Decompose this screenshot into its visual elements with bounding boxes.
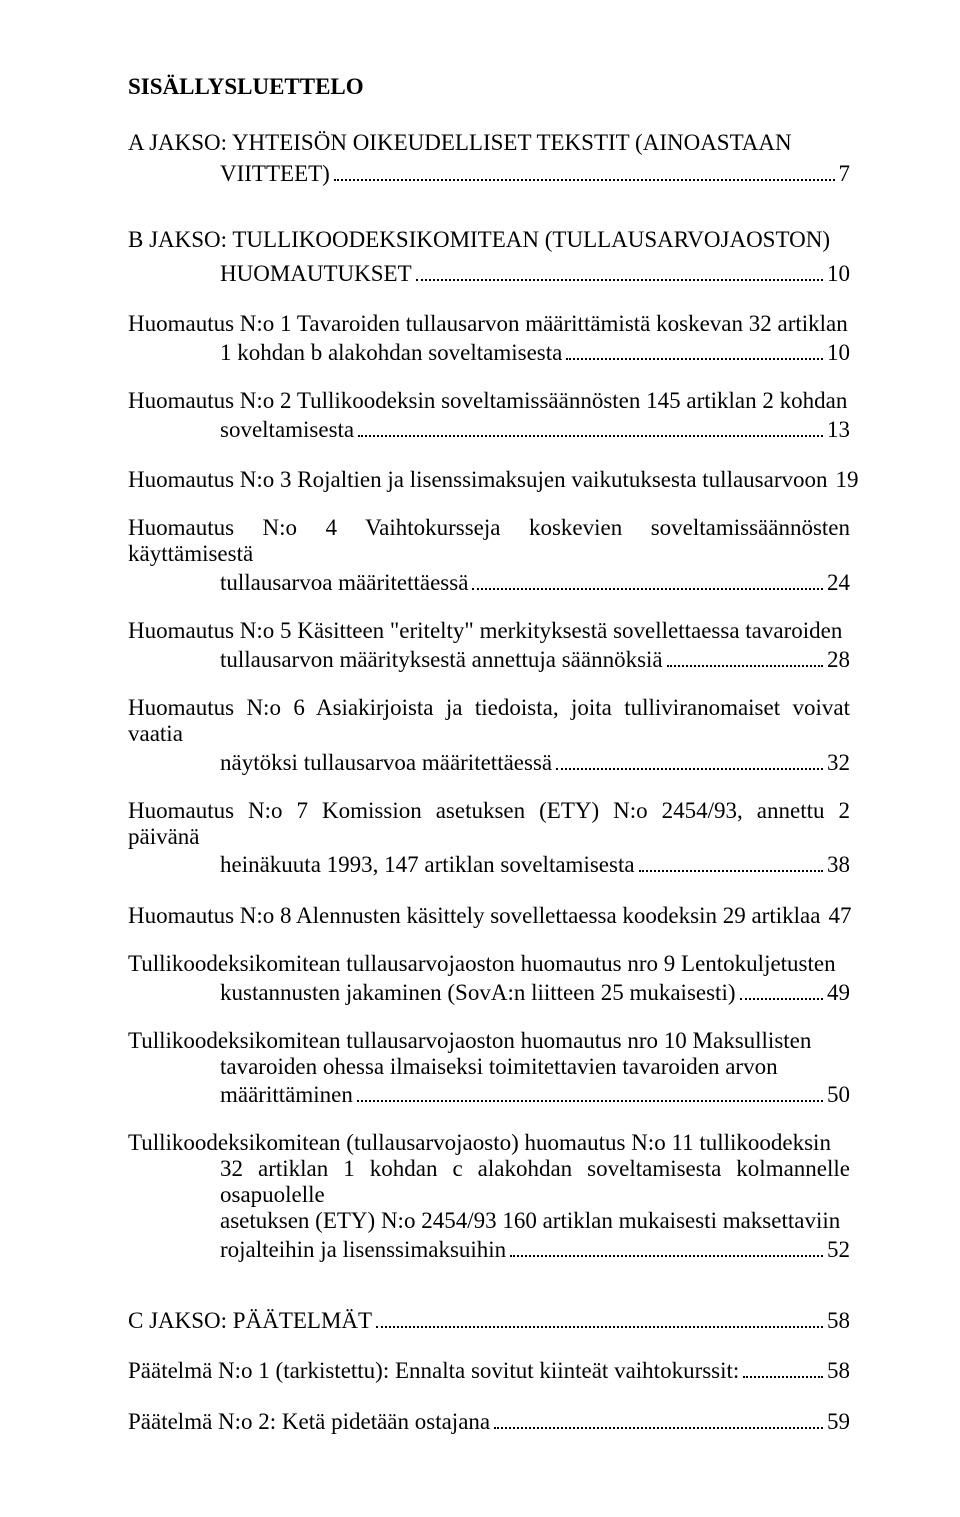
toc-entry-lastline: Päätelmä N:o 2: Ketä pidetään ostajana 59 — [128, 1406, 850, 1435]
toc-entry: Huomautus N:o 3 Rojaltien ja lisenssimak… — [128, 465, 850, 494]
toc-entry-text: tullausarvon määrityksestä annettuja sää… — [220, 647, 663, 673]
leader-dots — [566, 337, 823, 360]
toc-entry-page: 19 — [836, 467, 859, 493]
toc-entry-line: Huomautus N:o 1 Tavaroiden tullausarvon … — [128, 311, 850, 337]
toc-entry-line: Huomautus N:o 6 Asiakirjoista ja tiedois… — [128, 695, 850, 747]
section-c-text: C JAKSO: PÄÄTELMÄT — [128, 1308, 372, 1334]
section-c-entries: Päätelmä N:o 1 (tarkistettu): Ennalta so… — [128, 1356, 850, 1435]
leader-dots — [494, 1406, 823, 1429]
toc-entry-text: tullausarvoa määritettäessä — [220, 570, 468, 596]
doc-title: SISÄLLYSLUETTELO — [128, 74, 850, 100]
toc-entry-page: 38 — [827, 852, 850, 878]
toc-entry-line: Tullikoodeksikomitean tullausarvojaoston… — [128, 951, 850, 977]
section-c-page: 58 — [827, 1308, 850, 1334]
leader-dots — [334, 158, 835, 181]
toc-entry-lastline: määrittäminen 50 — [128, 1080, 850, 1109]
toc-entry-page: 47 — [828, 903, 851, 929]
toc-entry: Päätelmä N:o 1 (tarkistettu): Ennalta so… — [128, 1356, 850, 1385]
toc-entry: Tullikoodeksikomitean tullausarvojaoston… — [128, 951, 850, 1006]
toc-entry-line: asetuksen (ETY) N:o 2454/93 160 artiklan… — [128, 1208, 850, 1234]
toc-entry: Tullikoodeksikomitean (tullausarvojaosto… — [128, 1130, 850, 1263]
toc-entry: Päätelmä N:o 2: Ketä pidetään ostajana 59 — [128, 1406, 850, 1435]
toc-entry-page: 49 — [827, 980, 850, 1006]
toc-entry: Huomautus N:o 2 Tullikoodeksin soveltami… — [128, 388, 850, 443]
toc-entry-text: rojalteihin ja lisenssimaksuihin — [220, 1237, 506, 1263]
toc-entry-line: Tullikoodeksikomitean tullausarvojaoston… — [128, 1028, 850, 1054]
toc-entry-text: Huomautus N:o 8 Alennusten käsittely sov… — [128, 903, 820, 929]
toc-entry-line: tavaroiden ohessa ilmaiseksi toimitettav… — [128, 1054, 850, 1080]
leader-dots — [416, 259, 823, 282]
toc-entry-line: Huomautus N:o 2 Tullikoodeksin soveltami… — [128, 388, 850, 414]
section-b-page: 10 — [827, 261, 850, 287]
leader-dots — [639, 850, 823, 873]
toc-entry-page: 28 — [827, 647, 850, 673]
toc-entry-text: näytöksi tullausarvoa määritettäessä — [220, 750, 552, 776]
leader-dots — [740, 977, 823, 1000]
toc-entry-line: 32 artiklan 1 kohdan c alakohdan sovelta… — [128, 1156, 850, 1208]
section-b-line2: HUOMAUTUKSET — [220, 261, 412, 287]
toc-entry-text: kustannusten jakaminen (SovA:n liitteen … — [220, 980, 736, 1006]
toc-entry: Huomautus N:o 5 Käsitteen "eritelty" mer… — [128, 618, 850, 673]
leader-dots — [667, 644, 823, 667]
leader-dots — [556, 747, 823, 770]
leader-dots — [743, 1356, 823, 1379]
toc-entry-text: määrittäminen — [220, 1082, 353, 1108]
section-a: A JAKSO: YHTEISÖN OIKEUDELLISET TEKSTIT … — [128, 130, 850, 187]
toc-entry-lastline: tullausarvon määrityksestä annettuja sää… — [128, 644, 850, 673]
toc-entry: Huomautus N:o 8 Alennusten käsittely sov… — [128, 900, 850, 929]
toc-entry: Huomautus N:o 1 Tavaroiden tullausarvon … — [128, 311, 850, 366]
section-b: B JAKSO: TULLIKOODEKSIKOMITEAN (TULLAUSA… — [128, 227, 850, 288]
toc-entry-lastline: soveltamisesta 13 — [128, 414, 850, 443]
section-a-page: 7 — [839, 161, 851, 187]
toc-entry-line: Tullikoodeksikomitean (tullausarvojaosto… — [128, 1130, 850, 1156]
toc-entry-lastline: Päätelmä N:o 1 (tarkistettu): Ennalta so… — [128, 1356, 850, 1385]
toc-entry-lastline: Huomautus N:o 3 Rojaltien ja lisenssimak… — [128, 465, 850, 494]
leader-dots — [376, 1305, 823, 1328]
toc-entry-page: 50 — [827, 1082, 850, 1108]
toc-entry-lastline: 1 kohdan b alakohdan soveltamisesta 10 — [128, 337, 850, 366]
toc-entry-lastline: näytöksi tullausarvoa määritettäessä 32 — [128, 747, 850, 776]
toc-entry-lastline: Huomautus N:o 8 Alennusten käsittely sov… — [128, 900, 850, 929]
toc-entry: Huomautus N:o 4 Vaihtokursseja koskevien… — [128, 515, 850, 596]
toc-entry: Huomautus N:o 6 Asiakirjoista ja tiedois… — [128, 695, 850, 776]
document-page: SISÄLLYSLUETTELO A JAKSO: YHTEISÖN OIKEU… — [0, 0, 960, 1517]
section-c: C JAKSO: PÄÄTELMÄT 58 — [128, 1305, 850, 1334]
toc-entry-page: 52 — [827, 1237, 850, 1263]
toc-entry-text: Huomautus N:o 3 Rojaltien ja lisenssimak… — [128, 467, 828, 493]
toc-entries: Huomautus N:o 1 Tavaroiden tullausarvon … — [128, 311, 850, 1263]
section-a-line1: A JAKSO: YHTEISÖN OIKEUDELLISET TEKSTIT … — [128, 130, 850, 156]
toc-entry-page: 58 — [827, 1358, 850, 1384]
toc-entry-page: 24 — [827, 570, 850, 596]
toc-entry-page: 13 — [827, 417, 850, 443]
toc-entry-text: heinäkuuta 1993, 147 artiklan soveltamis… — [220, 852, 635, 878]
leader-dots — [510, 1234, 823, 1257]
toc-entry-text: soveltamisesta — [220, 417, 354, 443]
toc-entry-lastline: rojalteihin ja lisenssimaksuihin 52 — [128, 1234, 850, 1263]
toc-entry-text: Päätelmä N:o 1 (tarkistettu): Ennalta so… — [128, 1358, 739, 1384]
toc-entry-line: Huomautus N:o 7 Komission asetuksen (ETY… — [128, 798, 850, 850]
toc-entry-page: 59 — [827, 1409, 850, 1435]
toc-entry-page: 32 — [827, 750, 850, 776]
leader-dots — [358, 414, 823, 437]
toc-entry-lastline: heinäkuuta 1993, 147 artiklan soveltamis… — [128, 850, 850, 879]
section-b-line1: B JAKSO: TULLIKOODEKSIKOMITEAN (TULLAUSA… — [128, 227, 850, 253]
toc-entry-text: 1 kohdan b alakohdan soveltamisesta — [220, 340, 562, 366]
toc-entry-lastline: kustannusten jakaminen (SovA:n liitteen … — [128, 977, 850, 1006]
toc-entry-page: 10 — [827, 340, 850, 366]
section-a-line2: VIITTEET) — [220, 161, 330, 187]
leader-dots — [357, 1080, 823, 1103]
toc-entry-line: Huomautus N:o 5 Käsitteen "eritelty" mer… — [128, 618, 850, 644]
toc-entry: Huomautus N:o 7 Komission asetuksen (ETY… — [128, 798, 850, 879]
toc-entry: Tullikoodeksikomitean tullausarvojaoston… — [128, 1028, 850, 1109]
toc-entry-text: Päätelmä N:o 2: Ketä pidetään ostajana — [128, 1409, 490, 1435]
leader-dots — [472, 567, 823, 590]
toc-entry-line: Huomautus N:o 4 Vaihtokursseja koskevien… — [128, 515, 850, 567]
toc-entry-lastline: tullausarvoa määritettäessä 24 — [128, 567, 850, 596]
